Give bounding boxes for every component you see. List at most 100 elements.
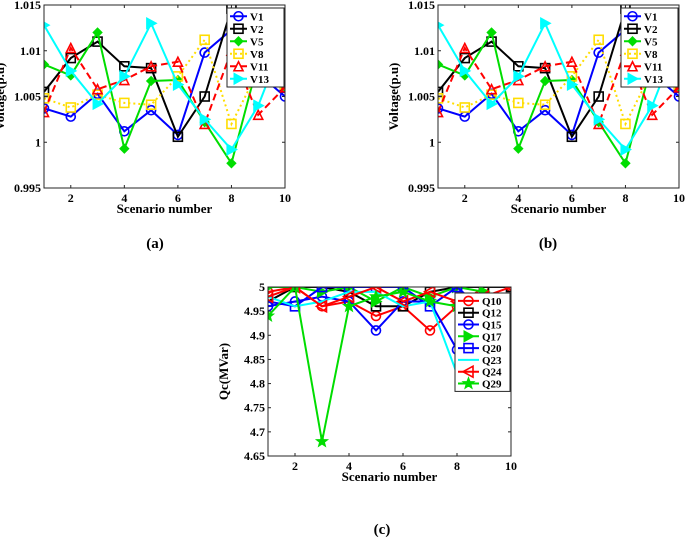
legend-label-q17: Q17 <box>482 331 502 343</box>
legend-marker <box>627 36 638 47</box>
legend-label-q15: Q15 <box>482 320 502 332</box>
data-point <box>44 59 50 70</box>
y-axis-label: Voltage(p.u) <box>0 63 7 131</box>
chart-1: 2 4 6 8 10 0.995 1 1.005 1.01 1.015 Scenario numbe… <box>0 0 291 216</box>
y-tick-label: 4.95 <box>244 304 265 318</box>
data-point <box>341 298 357 313</box>
x-tick-label: 8 <box>228 191 234 205</box>
legend-label-q20: Q20 <box>482 343 502 355</box>
data-point <box>226 143 238 156</box>
data-point <box>513 97 524 109</box>
legend-label-v5: V5 <box>250 36 264 48</box>
data-point <box>279 91 285 102</box>
data-point <box>44 93 50 104</box>
data-point <box>647 99 659 112</box>
data-point <box>422 294 438 308</box>
data-point <box>539 104 551 116</box>
data-point <box>438 105 444 118</box>
legend-marker <box>463 329 476 343</box>
x-tick-label: 6 <box>569 191 575 205</box>
legend-label-v8: V8 <box>250 49 264 61</box>
x-tick-label: 4 <box>121 191 127 205</box>
x-tick-label: 10 <box>279 191 291 205</box>
x-tick-label: 10 <box>673 191 685 205</box>
series-line-v8 <box>44 37 285 127</box>
data-point <box>620 158 631 169</box>
series-line-v5 <box>438 29 679 166</box>
legend-label-q10: Q10 <box>482 296 502 308</box>
series-line-q12 <box>268 287 511 308</box>
data-point <box>226 158 237 169</box>
x-tick-label: 4 <box>515 191 521 205</box>
data-point <box>673 91 679 102</box>
data-point <box>119 70 131 83</box>
y-tick-label: 0.995 <box>14 181 41 195</box>
data-point <box>145 75 157 87</box>
data-point <box>513 143 524 154</box>
series-line-v5 <box>44 29 285 166</box>
y-tick-label: 1.005 <box>408 90 435 104</box>
data-point <box>486 97 499 111</box>
legend-marker <box>233 23 244 35</box>
data-point <box>395 287 411 298</box>
data-point <box>459 64 472 78</box>
legend-marker <box>463 342 474 354</box>
legend-label-v11: V11 <box>644 61 662 73</box>
x-tick-label: 6 <box>400 459 406 473</box>
series-line-v13 <box>438 20 679 152</box>
data-point <box>199 113 212 126</box>
series-line-v11 <box>438 45 679 127</box>
data-point <box>370 325 382 336</box>
y-tick-label: 1 <box>429 135 435 149</box>
y-tick-label: 4.8 <box>250 377 265 391</box>
data-point <box>119 97 130 109</box>
data-point <box>199 91 210 102</box>
legend-marker <box>461 376 476 390</box>
data-point <box>145 62 157 74</box>
legend-label-v11: V11 <box>250 61 268 73</box>
axes-frame <box>267 286 512 457</box>
x-tick-label: 2 <box>462 191 468 205</box>
data-point <box>486 89 497 100</box>
data-point <box>539 99 551 111</box>
x-tick-label: 2 <box>292 459 298 473</box>
y-tick-label: 1 <box>35 135 41 149</box>
x-axis-label: Scenario number <box>342 469 438 484</box>
y-tick-label: 1.01 <box>20 44 41 58</box>
legend-marker <box>627 10 638 22</box>
legend-label-v5: V5 <box>644 36 658 48</box>
data-point <box>424 325 436 336</box>
data-point <box>199 34 210 46</box>
legend-marker <box>232 59 245 72</box>
legend-label-v8: V8 <box>644 49 658 61</box>
data-point <box>368 287 382 294</box>
series-line-v11 <box>44 45 285 127</box>
y-tick-label: 1.015 <box>408 0 435 12</box>
data-point <box>539 75 551 87</box>
data-point <box>268 289 274 304</box>
legend-marker <box>626 59 639 72</box>
y-tick-label: 1.015 <box>14 0 41 12</box>
data-point <box>422 287 436 299</box>
data-point <box>620 143 632 156</box>
data-point <box>395 294 409 309</box>
legend-marker <box>233 72 246 86</box>
data-point <box>172 131 184 143</box>
series-line-v13 <box>44 20 285 152</box>
data-point <box>438 59 444 70</box>
caption-c: (c) <box>374 522 391 538</box>
x-axis-label: Scenario number <box>511 201 607 216</box>
data-point <box>91 82 104 95</box>
legend-label-v1: V1 <box>644 11 657 23</box>
data-point <box>92 97 105 111</box>
legend-marker <box>463 319 474 330</box>
legend-label-q12: Q12 <box>482 308 502 320</box>
x-tick-label: 6 <box>175 191 181 205</box>
legend-marker <box>233 36 244 47</box>
x-tick-label: 8 <box>454 459 460 473</box>
x-tick-label: 10 <box>505 459 517 473</box>
data-point <box>593 113 606 126</box>
data-point <box>438 93 444 104</box>
